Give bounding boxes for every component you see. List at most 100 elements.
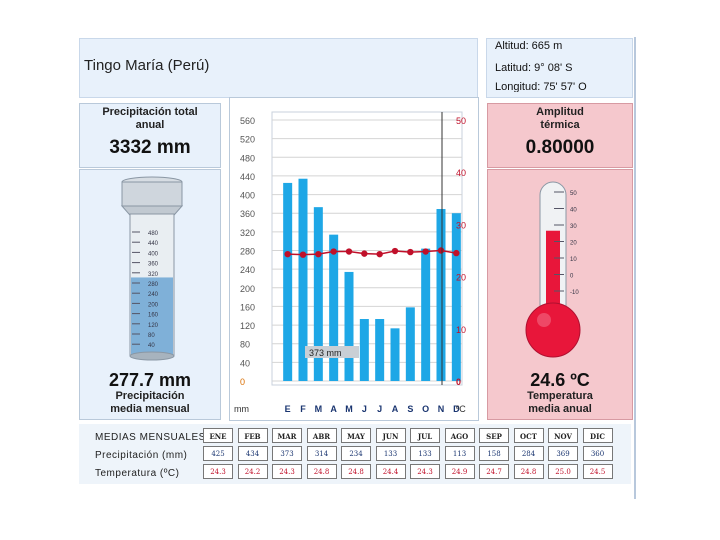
climogram: 560 520 480 440 400 360 320 280 240 200 160 120 80 40… [229,97,479,421]
y-left-tick-label: 280 [240,247,255,257]
x-label-right: ºC [456,404,466,414]
x-tick-label: J [377,404,382,414]
temp-row-label: Temperatura (ºC) [95,468,180,479]
precip-total-title-2: anual [135,119,165,131]
precip-bar [283,182,293,381]
gauge-scale-label: 360 [148,262,159,268]
temp-cell: 24.8 [306,464,337,479]
amplitude-title-1: Amplitud [536,106,584,118]
temp-cell: 24.4 [375,464,406,479]
latitude-text: Latitud: 9° 08' S [495,62,573,74]
precip-cell: 158 [479,446,509,461]
month-cell: ENE [203,428,233,443]
amplitude-value: 0.80000 [525,137,595,158]
y-left-tick-label: 160 [240,302,255,312]
precip-cell: 284 [513,446,544,461]
thermometer-bulb [525,302,581,358]
temp-annual-value: 24.6 ºC [530,370,590,390]
y-left-tick-label: 120 [240,321,255,331]
month-cell: NOV [548,428,578,443]
y-left-tick-label: 200 [240,284,255,294]
temp-annual-label-1: Temperatura [527,390,593,402]
thermo-scale-label: 50 [570,191,577,197]
precip-cell: 133 [375,446,406,461]
y-left-tick-label: 80 [240,340,250,350]
y-right-tick-label: 50 [456,116,466,126]
precip-cell: 360 [582,446,613,461]
y-right-tick-label: 30 [456,220,466,230]
x-tick-label: M [345,404,353,414]
gauge-scale-label: 480 [148,231,159,237]
x-tick-label: F [300,404,306,414]
y-left-tick-label: 440 [240,172,255,182]
gauge-scale-label: 200 [148,302,159,308]
x-tick-label: N [438,404,445,414]
annotation-label: 373 mm [309,348,342,358]
station-name: Tingo María (Perú) [84,57,210,74]
temperature-point [453,249,460,257]
temperature-point [345,248,353,255]
precip-total-panel: Precipitación total anual 3332 mm [79,103,221,168]
temp-cell: 24.8 [513,464,544,479]
precip-bar [421,248,431,381]
app-frame [79,37,636,499]
precip-bar [390,328,400,381]
y-left-tick-label: 0 [240,377,245,387]
temperature-point [407,248,414,256]
temp-cell: 24.3 [203,464,233,479]
precip-cell: 314 [306,446,337,461]
precip-cell: 373 [272,446,302,461]
y-right-tick-label: 20 [456,273,466,283]
precip-total-title-1: Precipitación total [102,106,198,118]
precip-bar [313,207,323,381]
temp-cell: 24.2 [237,464,268,479]
thermo-scale-label: 30 [570,224,577,230]
gauge-scale-label: 120 [148,323,159,329]
precip-monthly-value: 277.7 mm [108,370,192,390]
x-tick-label: M [315,404,323,414]
precip-bar [375,319,385,381]
precip-monthly-panel: 480 440 400 360 320 280 240 200 160 120 80 40 277.7… [79,169,221,420]
precip-bar [329,234,339,381]
temperature-panel: 50 40 30 20 10 0 -10 24.6 ºC Temperatura media… [487,169,633,420]
precip-bar [344,271,354,381]
temperature-point [315,250,322,258]
month-cell: SEP [479,428,509,443]
y-right-tick-label: 10 [456,325,466,335]
precip-total-value: 3332 mm [109,137,191,158]
gauge-scale-label: 80 [148,333,155,339]
precip-cell: 434 [237,446,268,461]
temperature-point [391,247,399,255]
temperature-point [284,250,291,258]
longitude-text: Longitud: 75' 57' O [495,81,587,92]
gauge-scale-label: 40 [148,343,155,349]
temperature-point [361,250,368,257]
gauge-scale-label: 280 [148,282,159,288]
temp-cell: 24.7 [479,464,509,479]
y-left-tick-label: 560 [240,116,255,126]
temperature-point [437,247,445,254]
x-label-left: mm [234,404,249,414]
thermo-scale-label: -10 [570,290,579,296]
temp-cell: 25.0 [548,464,578,479]
temperature-point [422,248,429,255]
table-header-label: MEDIAS MENSUALES [95,432,206,443]
thermo-scale-label: 20 [570,241,577,247]
precip-cell: 113 [444,446,475,461]
gauge-scale-label: 240 [148,292,159,298]
precip-row-label: Precipitación (mm) [95,450,188,461]
temperature-point [330,248,337,255]
precip-bar [359,319,369,381]
temp-cell: 24.5 [582,464,613,479]
gauge-scale-label: 320 [148,272,159,278]
y-left-tick-label: 40 [240,358,250,368]
y-left-tick-label: 360 [240,209,255,219]
precip-cell: 133 [410,446,440,461]
precip-monthly-label-2: media mensual [110,403,190,415]
temperature-point [376,250,383,258]
temp-cell: 24.3 [410,464,440,479]
precip-cell: 369 [548,446,578,461]
coordinates-panel [486,38,633,98]
rain-gauge: 480 440 400 360 320 280 240 200 160 120 80 40 [120,176,184,361]
climogram-svg: 5605204804404003603202802402001601208040… [234,111,466,414]
